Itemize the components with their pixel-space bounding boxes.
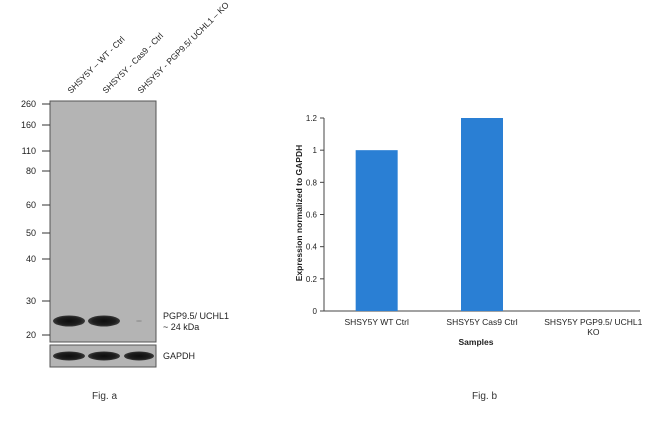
marker-label: 160 [21,120,36,130]
gapdh-band-lane-3 [124,351,154,361]
marker-label: 60 [26,200,36,210]
marker-label: 30 [26,296,36,306]
x-tick-label: SHSY5Y WT Ctrl [344,317,409,327]
chart-x-tick-labels: SHSY5Y WT Ctrl SHSY5Y Cas9 Ctrl SHSY5Y PGP… [344,317,642,337]
target-band-lane-1 [53,315,85,327]
y-tick-label: 1 [313,146,318,155]
target-band-lane-2 [88,315,120,327]
marker-label: 110 [22,146,36,156]
y-tick-label: 0.6 [306,211,318,220]
loading-control-label: GAPDH [163,351,195,361]
y-tick-label: 1.2 [306,114,318,123]
blot-main-panel [49,100,157,343]
y-tick-label: 0.4 [306,243,318,252]
target-band-size: ~ 24 kDa [163,322,199,332]
y-tick-label: 0 [313,307,318,316]
bar-2 [461,118,503,311]
x-tick-label: SHSY5Y Cas9 Ctrl [446,317,517,327]
target-band-lane-3-faint [136,320,142,322]
bar-1 [355,150,398,311]
gapdh-band-lane-2 [88,351,120,361]
y-tick-label: 0.2 [306,275,318,284]
x-tick-label: SHSY5Y PGP9.5/ UCHL1 KO [544,317,642,337]
chart-bars [355,118,503,311]
chart-x-axis-label: Samples [459,337,494,347]
marker-label: 20 [26,330,36,340]
marker-ladder: 260 160 110 80 60 50 40 30 20 [21,99,50,340]
gapdh-band-lane-1 [53,351,85,361]
chart-y-axis-label: Expression normalized to GAPDH [294,145,304,282]
marker-label: 80 [26,166,36,176]
y-tick-label: 0.8 [306,178,318,187]
target-band-label: PGP9.5/ UCHL1 [163,311,229,321]
marker-label: 50 [26,228,36,238]
fig-a-caption: Fig. a [92,391,118,402]
marker-label: 260 [21,99,36,109]
marker-label: 40 [26,254,36,264]
fig-b-caption: Fig. b [472,391,498,402]
